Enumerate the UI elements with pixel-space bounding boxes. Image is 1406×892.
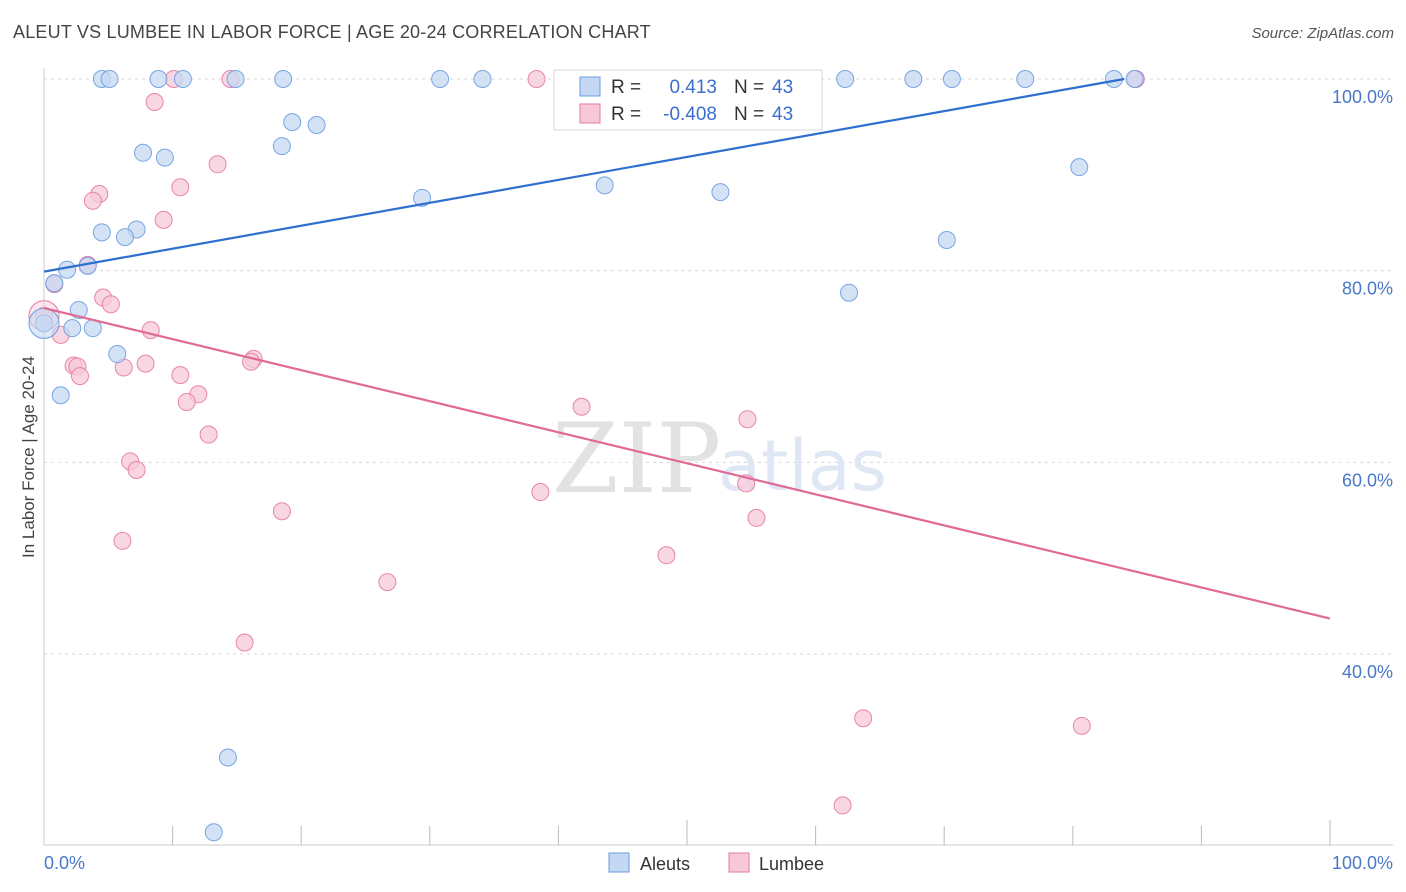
stats-aleut-r-label: R = xyxy=(611,77,641,98)
aleut-point-20 xyxy=(134,143,153,162)
aleut-point-25 xyxy=(413,188,432,207)
lumbee-point-19 xyxy=(136,354,155,373)
lumbee-point-9 xyxy=(154,210,173,229)
stats-aleut-n-value: 43 xyxy=(772,77,793,98)
x-tick-label-max: 100.0% xyxy=(1332,853,1393,873)
stats-lumbee-n-label: N = xyxy=(734,104,764,125)
aleut-point-42 xyxy=(904,70,923,88)
aleut-point-9 xyxy=(942,70,961,88)
aleut-point-28 xyxy=(116,228,135,247)
stats-lumbee-n-value: 43 xyxy=(772,104,793,125)
lumbee-point-28 xyxy=(738,410,757,429)
aleut-point-18 xyxy=(307,116,326,134)
lumbee-point-8 xyxy=(83,191,102,210)
y-tick-labels: 100.0% 80.0% 60.0% 40.0% xyxy=(1332,87,1393,682)
aleut-point-33 xyxy=(840,283,859,302)
watermark: ZIP atlas xyxy=(552,403,887,515)
lumbee-point-26 xyxy=(177,392,196,411)
lumbee-point-33 xyxy=(531,483,550,502)
aleut-point-10 xyxy=(1016,70,1035,88)
aleut-point-34 xyxy=(69,300,88,319)
aleut-point-19 xyxy=(272,137,291,156)
lumbee-point-42 xyxy=(833,796,852,815)
lumbee-point-31 xyxy=(127,461,146,479)
lumbee-point-24 xyxy=(171,366,190,385)
aleut-point-21 xyxy=(155,148,174,167)
stats-lumbee-swatch xyxy=(579,103,601,124)
legend-lumbee-swatch xyxy=(728,852,750,873)
legend-lumbee-label: Lumbee xyxy=(759,854,824,874)
y-tick-label-3: 40.0% xyxy=(1342,662,1393,682)
aleut-point-30 xyxy=(58,260,77,279)
lumbee-point-34 xyxy=(272,502,291,521)
lumbee-point-23 xyxy=(71,367,90,386)
stats-lumbee-r-label: R = xyxy=(611,104,641,125)
aleut-point-12 xyxy=(1125,70,1144,88)
aleut-point-17 xyxy=(283,113,302,132)
stats-aleut-r-value: 0.413 xyxy=(669,77,717,98)
lumbee-point-38 xyxy=(378,573,397,592)
watermark-atlas: atlas xyxy=(718,425,887,507)
aleut-point-23 xyxy=(595,176,614,195)
aleut-point-24 xyxy=(711,183,730,202)
aleut-point-37 xyxy=(108,345,127,364)
y-axis-title: In Labor Force | Age 20-24 xyxy=(19,356,38,558)
watermark-zip: ZIP xyxy=(552,403,721,515)
aleut-points xyxy=(28,70,1144,842)
aleut-point-29 xyxy=(937,231,956,249)
aleut-point-41 xyxy=(204,823,223,842)
lumbee-point-13 xyxy=(101,295,120,314)
lumbee-point-29 xyxy=(199,425,218,444)
aleut-point-3 xyxy=(226,70,245,88)
axes xyxy=(43,68,1393,846)
aleut-point-2 xyxy=(173,70,192,88)
source-credit: Source: ZipAtlas.com xyxy=(1251,25,1394,42)
y-tick-label-2: 60.0% xyxy=(1342,470,1393,490)
aleut-point-1 xyxy=(149,70,168,88)
stats-box: R = 0.413 N = 43 R = -0.408 N = 43 xyxy=(553,69,823,131)
y-tick-label-1: 80.0% xyxy=(1342,279,1393,299)
aleut-trend-line xyxy=(43,77,1125,273)
aleut-point-32 xyxy=(45,274,64,293)
lumbee-trend-line xyxy=(43,306,1331,620)
aleut-point-14 xyxy=(431,70,450,88)
lumbee-point-36 xyxy=(113,531,132,550)
legend-aleuts-label: Aleuts xyxy=(640,854,690,874)
legend: Aleuts Lumbee xyxy=(608,852,824,874)
lumbee-point-6 xyxy=(171,178,190,197)
aleut-point-8 xyxy=(836,70,855,88)
aleut-point-40 xyxy=(218,748,237,767)
stats-aleut-n-label: N = xyxy=(734,77,764,98)
aleut-point-large xyxy=(28,307,60,339)
aleut-point-13 xyxy=(100,70,119,88)
aleut-point-38 xyxy=(51,386,70,405)
aleut-point-22 xyxy=(1070,158,1089,177)
stats-lumbee-r-value: -0.408 xyxy=(663,104,717,125)
lumbee-point-41 xyxy=(1072,716,1091,735)
aleut-point-5 xyxy=(473,70,492,88)
lumbee-point-4 xyxy=(145,93,164,111)
stats-aleut-swatch xyxy=(579,76,601,97)
lumbee-point-37 xyxy=(657,546,676,565)
legend-aleuts-swatch xyxy=(608,852,630,873)
lumbee-point-27 xyxy=(572,397,591,416)
lumbee-point-5 xyxy=(208,155,227,174)
y-tick-label-0: 100.0% xyxy=(1332,87,1393,107)
lumbee-point-40 xyxy=(854,709,873,728)
trend-lines xyxy=(43,77,1331,620)
aleut-point-35 xyxy=(63,319,82,338)
lumbee-point-39 xyxy=(235,633,254,652)
aleut-point-26 xyxy=(92,223,111,242)
aleut-point-4 xyxy=(274,70,293,88)
lumbee-point-2 xyxy=(527,70,546,88)
x-tick-label-min: 0.0% xyxy=(44,853,85,873)
lumbee-point-35 xyxy=(747,508,766,527)
chart-title: ALEUT VS LUMBEE IN LABOR FORCE | AGE 20-… xyxy=(13,22,651,42)
